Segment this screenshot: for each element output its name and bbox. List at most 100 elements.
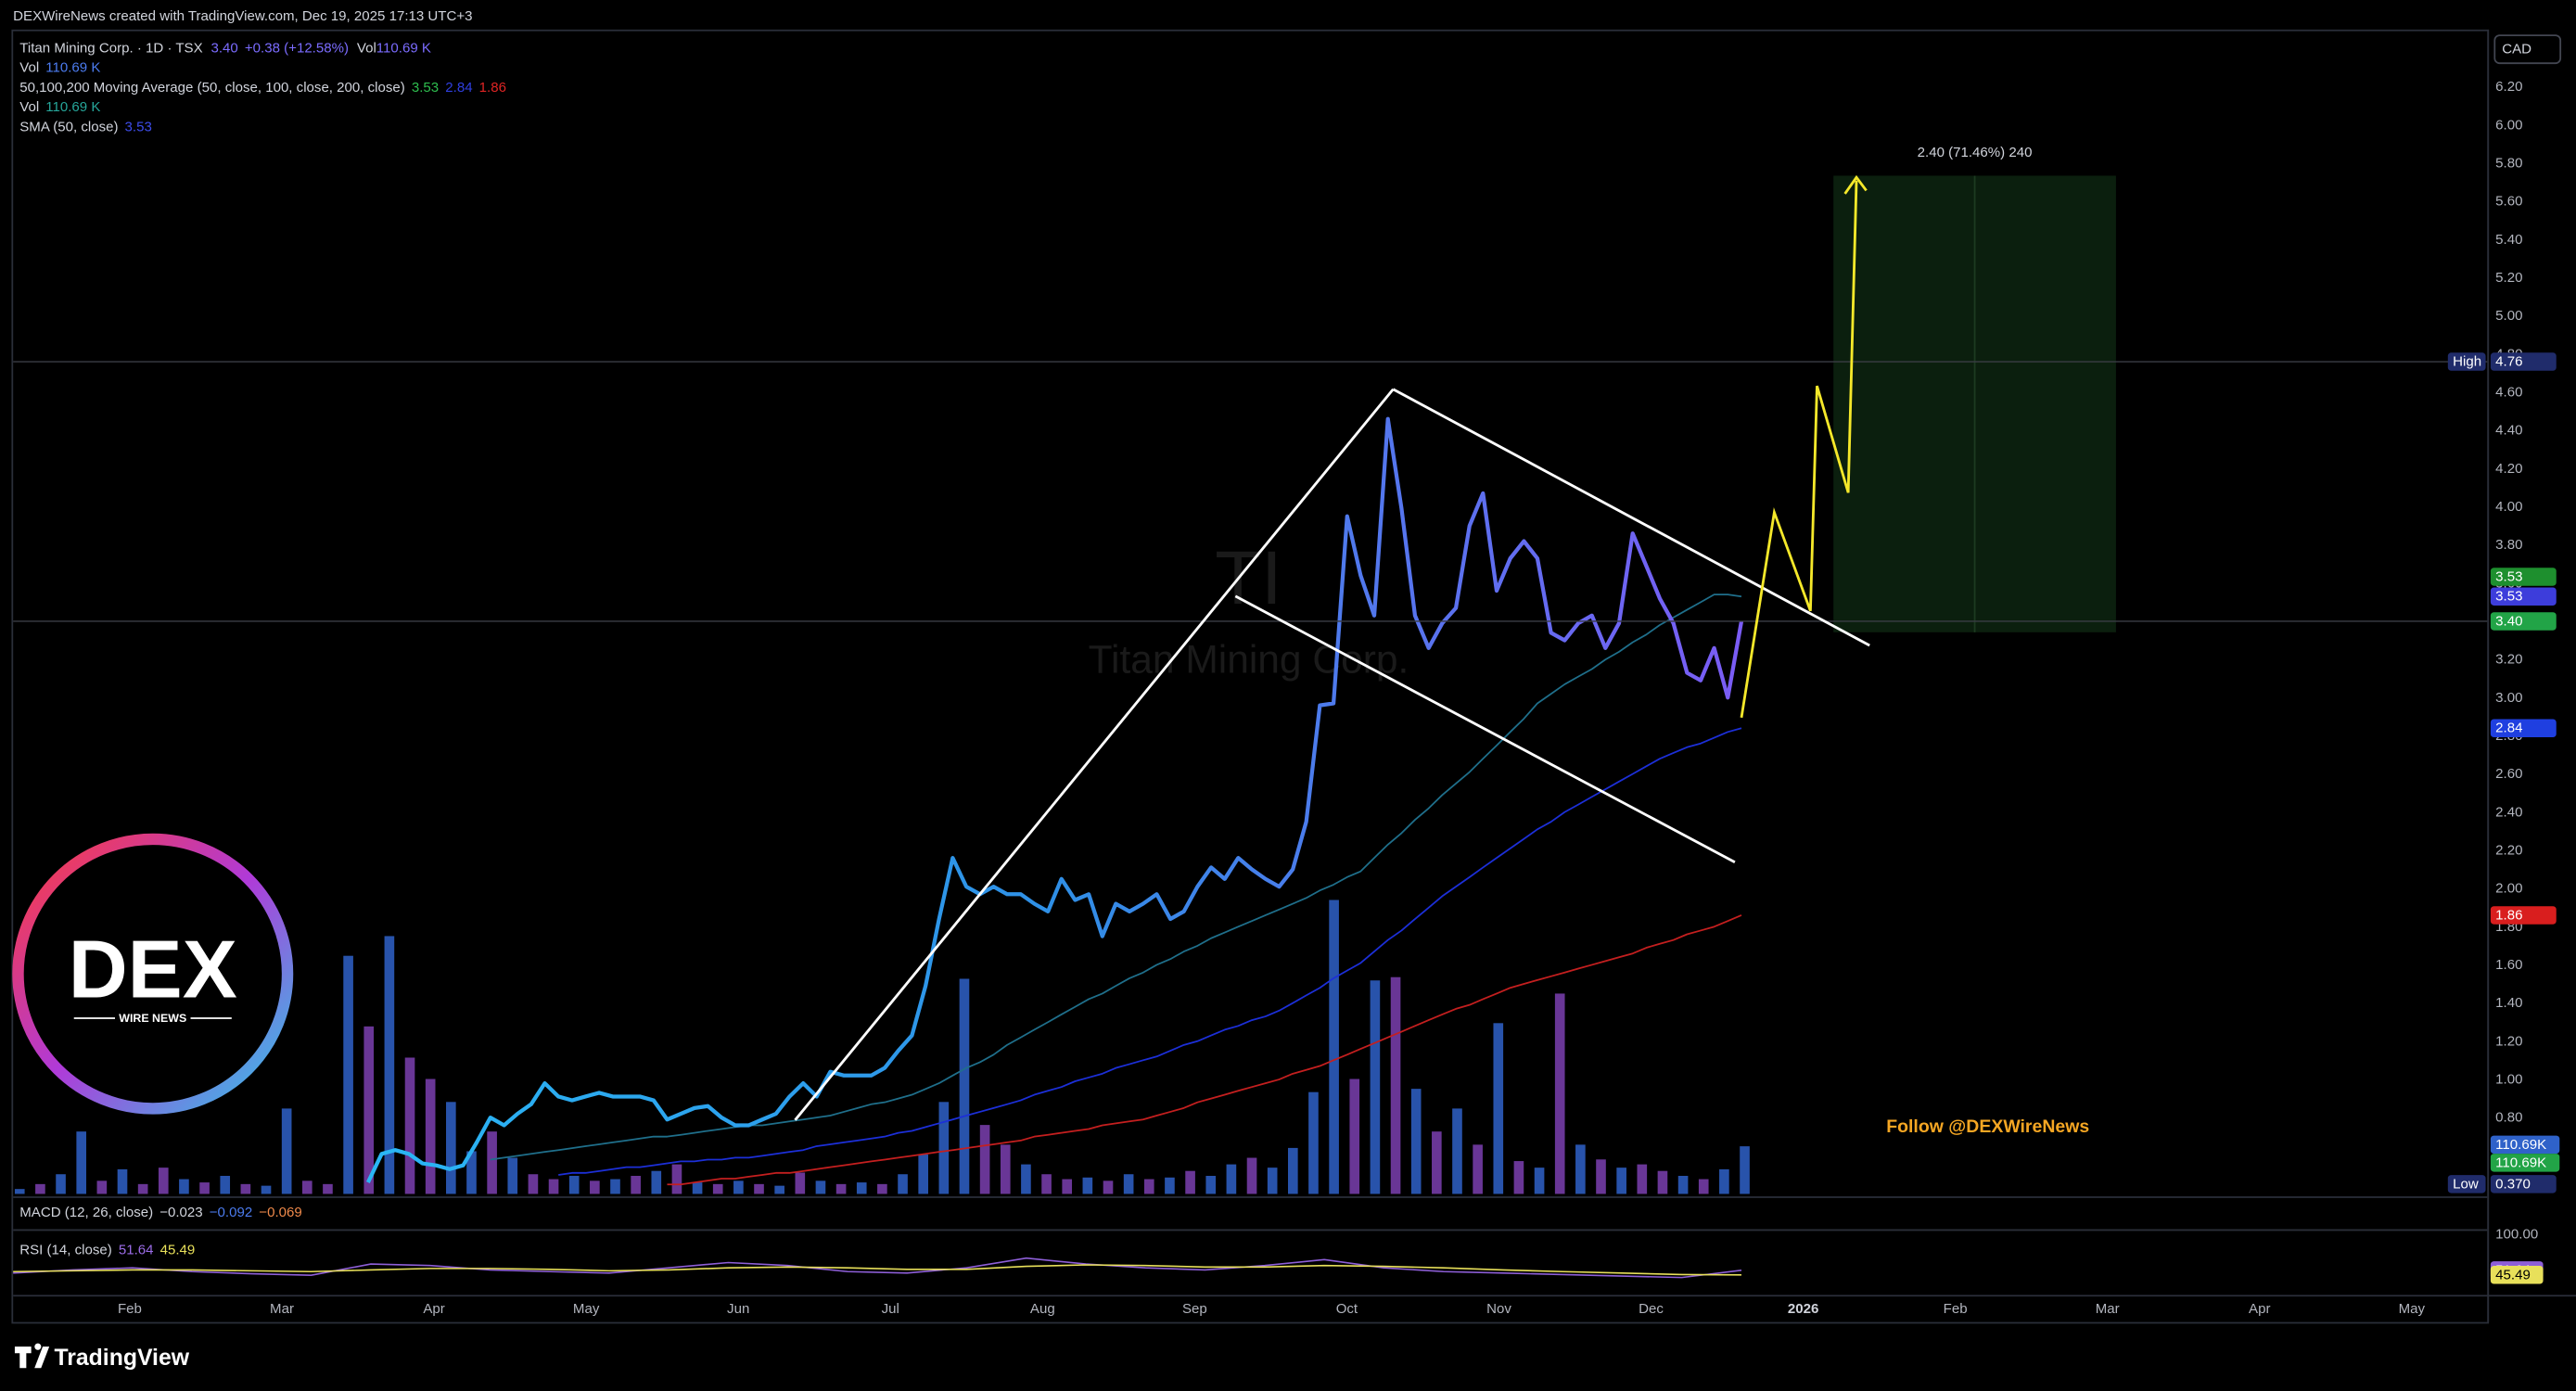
volume-bar [610,1179,620,1194]
rsi-badge [2490,1266,2544,1284]
volume-bar [938,1102,950,1194]
rsi-label: RSI (14, close) [19,1242,112,1257]
close: 3.40 [211,40,238,56]
volume-bar [1205,1176,1217,1194]
line-series [558,727,1742,1176]
price-badge-label: 3.53 [2495,568,2522,584]
y-tick-label: 1.40 [2495,995,2522,1011]
volume-bar [404,1057,415,1194]
brand-mark [14,1343,50,1369]
x-tick-label: Mar [2096,1301,2120,1317]
macd-value: −0.023 [159,1204,202,1219]
ma50-value: 3.53 [412,79,439,95]
ma200-value: 1.86 [479,79,506,95]
volume-bar [692,1182,703,1194]
logo-ring [12,833,294,1115]
vol-label: Vol [19,59,39,75]
volume-bar [220,1176,231,1194]
projection-arrow [1843,174,1868,195]
x-tick-label: Apr [423,1301,444,1317]
volume-bar [712,1183,723,1194]
logo-text: DEX [69,923,237,1015]
volume-bar [35,1183,45,1194]
volume-bar [301,1180,312,1194]
watermark-ticker: TI [1215,536,1282,620]
volume-bar [96,1180,108,1194]
line-series [365,416,1744,1184]
volume-bar [363,1026,375,1194]
sma-label: SMA (50, close) [19,119,118,134]
volume-bar [343,955,353,1194]
macd-label: MACD (12, 26, close) [19,1204,153,1219]
x-tick-label: 2026 [1788,1301,1818,1317]
trendline [1234,594,1736,864]
volume-badge [2490,1154,2560,1172]
volume-bar [1041,1174,1052,1194]
volume-bar [1246,1157,1257,1194]
y-tick-label: 4.40 [2495,423,2522,439]
watermark-name: Titan Mining Corp. [1089,638,1409,682]
volume-bar [568,1176,580,1194]
legend-row: SMA (50, close) 3.53 [19,119,152,134]
volume-bar [199,1182,210,1194]
volume-bar [1534,1168,1545,1194]
vol-label: Vol [19,99,39,115]
volume-bar [1513,1161,1524,1194]
credit: DEXWireNews created with TradingView.com… [13,8,472,24]
y-tick-label: 4.20 [2495,461,2522,477]
volume-bar [1308,1091,1319,1194]
volume-bar [1021,1164,1031,1194]
volume-bar [1103,1180,1114,1194]
x-tick-label: Mar [270,1301,294,1317]
volume-bar [137,1183,148,1194]
y-tick-label: 6.00 [2495,117,2522,133]
volume-bar [1719,1168,1729,1194]
price-badge [2490,719,2557,737]
y-tick-label: 5.20 [2495,270,2522,286]
volume-bar [1596,1159,1606,1194]
x-tick-label: Oct [1336,1301,1358,1317]
currency-box [2493,34,2562,65]
volume-bar [1165,1177,1175,1194]
y-tick-label: 2.00 [2495,881,2522,897]
x-tick-label: Jul [882,1301,899,1317]
legend-row: Titan Mining Corp. · 1D · TSX 3.40 +0.38 (… [19,40,431,56]
volume-bar [856,1182,867,1194]
price-badge [2490,612,2557,631]
price-badge-label: 3.53 [2495,589,2522,605]
legend-row: Vol 110.69 K [19,59,100,75]
y-tick-label: 1.00 [2495,1071,2522,1087]
x-tick-label: May [573,1301,600,1317]
macd-signal: −0.092 [210,1204,252,1219]
volume-bar [1329,900,1339,1194]
legend-row: 50,100,200 Moving Average (50, close, 10… [19,79,506,95]
legend-row: Vol 110.69 K [19,99,100,115]
volume-bar [651,1170,662,1194]
volume-bar [528,1174,539,1194]
volume-bar [1143,1179,1154,1194]
y-tick-label: 5.40 [2495,232,2522,248]
volume-bar [835,1183,847,1194]
volume-bar [1698,1179,1709,1194]
price-badge [2490,1175,2557,1193]
y-tick-label: 2.40 [2495,804,2522,820]
price-badge-label: 0.370 [2495,1176,2531,1192]
projection-path [1740,180,1858,719]
volume-bar [466,1151,477,1194]
rsi-tick-label: 100.00 [2495,1226,2538,1242]
price-badge [2490,352,2557,371]
volume-bar [507,1157,518,1194]
volume-bar [979,1125,990,1194]
rsi-legend: RSI (14, close) 51.64 45.49 [19,1242,195,1257]
volume-bar [179,1179,189,1194]
y-tick-label: 0.80 [2495,1110,2522,1126]
logo-subtext: WIRE NEWS [119,1012,186,1025]
sma-value: 3.53 [125,119,152,134]
volume-bar [1349,1078,1360,1194]
rsi-line [13,1257,1742,1279]
y-tick-label: 4.60 [2495,384,2522,400]
volume-bar [754,1183,764,1194]
volume-bar [918,1154,929,1194]
volume-bar [1390,976,1401,1194]
volume-bar [425,1078,436,1194]
